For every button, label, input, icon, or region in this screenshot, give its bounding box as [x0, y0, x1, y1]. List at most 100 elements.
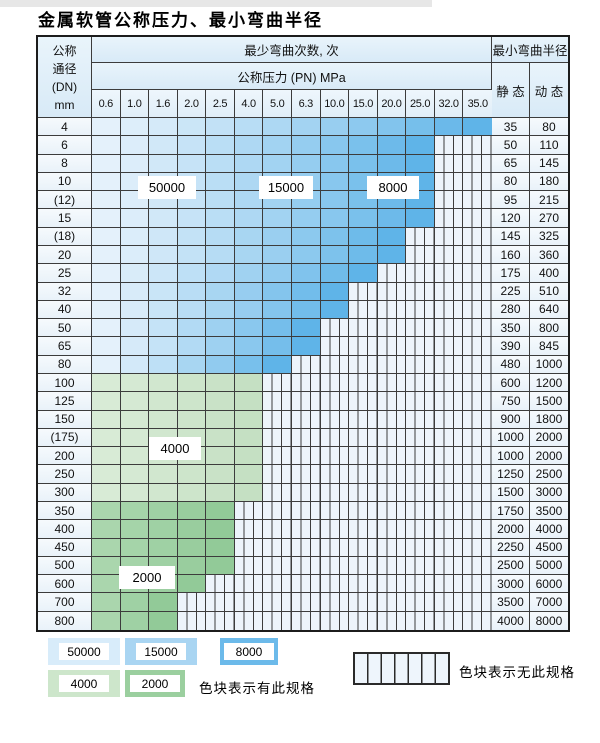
spec-unavailable-cell [463, 447, 492, 466]
spec-available-cell [92, 172, 121, 192]
spec-available-cell [206, 154, 235, 173]
spec-unavailable-cell [434, 447, 464, 466]
legend-hatch-swatch [353, 652, 450, 685]
zone-label-50000: 50000 [138, 176, 196, 199]
spec-available-cell [320, 300, 350, 320]
spec-unavailable-cell [463, 392, 492, 411]
spec-unavailable-cell [406, 264, 435, 283]
spec-available-cell [234, 246, 264, 265]
spec-unavailable-cell [263, 447, 292, 466]
spec-available-cell [206, 520, 235, 539]
spec-available-cell [177, 483, 207, 502]
spec-available-cell [291, 319, 321, 338]
dn-cell: 700 [38, 593, 92, 612]
spec-unavailable-cell [406, 410, 435, 429]
spec-available-cell [263, 264, 292, 283]
dynamic-header: 动 态 [529, 63, 568, 118]
spec-available-cell [377, 154, 407, 173]
min-bend-radius-header: 最小弯曲半径 [491, 37, 568, 63]
spec-unavailable-cell [434, 191, 464, 210]
spec-unavailable-cell [406, 611, 435, 630]
spec-available-cell [263, 282, 292, 301]
spec-available-cell [92, 209, 121, 228]
spec-unavailable-cell [291, 355, 321, 374]
spec-unavailable-cell [406, 465, 435, 484]
spec-available-cell [92, 227, 121, 246]
spec-unavailable-cell [263, 483, 292, 502]
spec-available-cell [206, 447, 235, 466]
spec-unavailable-cell [463, 191, 492, 210]
static-radius-value: 1250 [491, 465, 530, 484]
spec-unavailable-cell [406, 483, 435, 502]
spec-unavailable-cell [463, 154, 492, 173]
spec-available-cell [463, 118, 492, 137]
static-radius-value: 280 [491, 300, 530, 320]
dynamic-radius-value: 1500 [529, 392, 568, 411]
spec-unavailable-cell [434, 593, 464, 612]
dn-cell: 200 [38, 447, 92, 466]
spec-available-cell [234, 191, 264, 210]
spec-unavailable-cell [406, 355, 435, 374]
spec-unavailable-cell [349, 483, 378, 502]
legend-no-spec-text: 色块表示无此规格 [459, 665, 575, 680]
spec-unavailable-cell [349, 538, 378, 557]
spec-available-cell [149, 118, 178, 137]
static-radius-value: 225 [491, 282, 530, 301]
spec-unavailable-cell [463, 593, 492, 612]
spec-available-cell [92, 118, 121, 137]
spec-unavailable-cell [463, 520, 492, 539]
spec-available-cell [120, 118, 150, 137]
pressure-col-header: 25.0 [406, 90, 435, 118]
spec-unavailable-cell [434, 483, 464, 502]
spec-available-cell [406, 136, 435, 155]
static-radius-value: 65 [491, 154, 530, 173]
spec-available-cell [177, 502, 207, 521]
spec-available-cell [120, 136, 150, 155]
static-radius-value: 390 [491, 337, 530, 356]
spec-available-cell [320, 191, 350, 210]
spec-available-cell [406, 209, 435, 228]
spec-unavailable-cell [434, 538, 464, 557]
spec-available-cell [377, 209, 407, 228]
spec-unavailable-cell [291, 538, 321, 557]
spec-unavailable-cell [291, 520, 321, 539]
spec-available-cell [177, 410, 207, 429]
static-radius-value: 900 [491, 410, 530, 429]
dynamic-radius-value: 80 [529, 118, 568, 137]
spec-unavailable-cell [434, 282, 464, 301]
spec-available-cell [149, 209, 178, 228]
dynamic-radius-value: 2000 [529, 447, 568, 466]
spec-unavailable-cell [463, 300, 492, 320]
spec-unavailable-cell [434, 154, 464, 173]
spec-available-cell [234, 428, 264, 448]
spec-unavailable-cell [349, 556, 378, 576]
spec-unavailable-cell [406, 319, 435, 338]
static-radius-value: 4000 [491, 611, 530, 630]
spec-available-cell [120, 520, 150, 539]
spec-available-cell [92, 575, 121, 594]
spec-unavailable-cell [434, 300, 464, 320]
spec-available-cell [291, 246, 321, 265]
spec-unavailable-cell [377, 300, 407, 320]
spec-available-cell [120, 611, 150, 630]
spec-available-cell [92, 410, 121, 429]
spec-unavailable-cell [406, 227, 435, 246]
spec-available-cell [149, 374, 178, 393]
spec-unavailable-cell [434, 246, 464, 265]
spec-available-cell [120, 319, 150, 338]
static-radius-value: 3000 [491, 575, 530, 594]
dn-cell: 6 [38, 136, 92, 155]
spec-available-cell [234, 319, 264, 338]
spec-unavailable-cell [349, 575, 378, 594]
pressure-col-header: 5.0 [263, 90, 292, 118]
dn-cell: 65 [38, 337, 92, 356]
spec-available-cell [406, 118, 435, 137]
spec-available-cell [177, 355, 207, 374]
spec-unavailable-cell [406, 246, 435, 265]
spec-available-cell [291, 337, 321, 356]
spec-available-cell [234, 209, 264, 228]
static-radius-value: 80 [491, 172, 530, 192]
spec-unavailable-cell [263, 556, 292, 576]
spec-available-cell [263, 154, 292, 173]
